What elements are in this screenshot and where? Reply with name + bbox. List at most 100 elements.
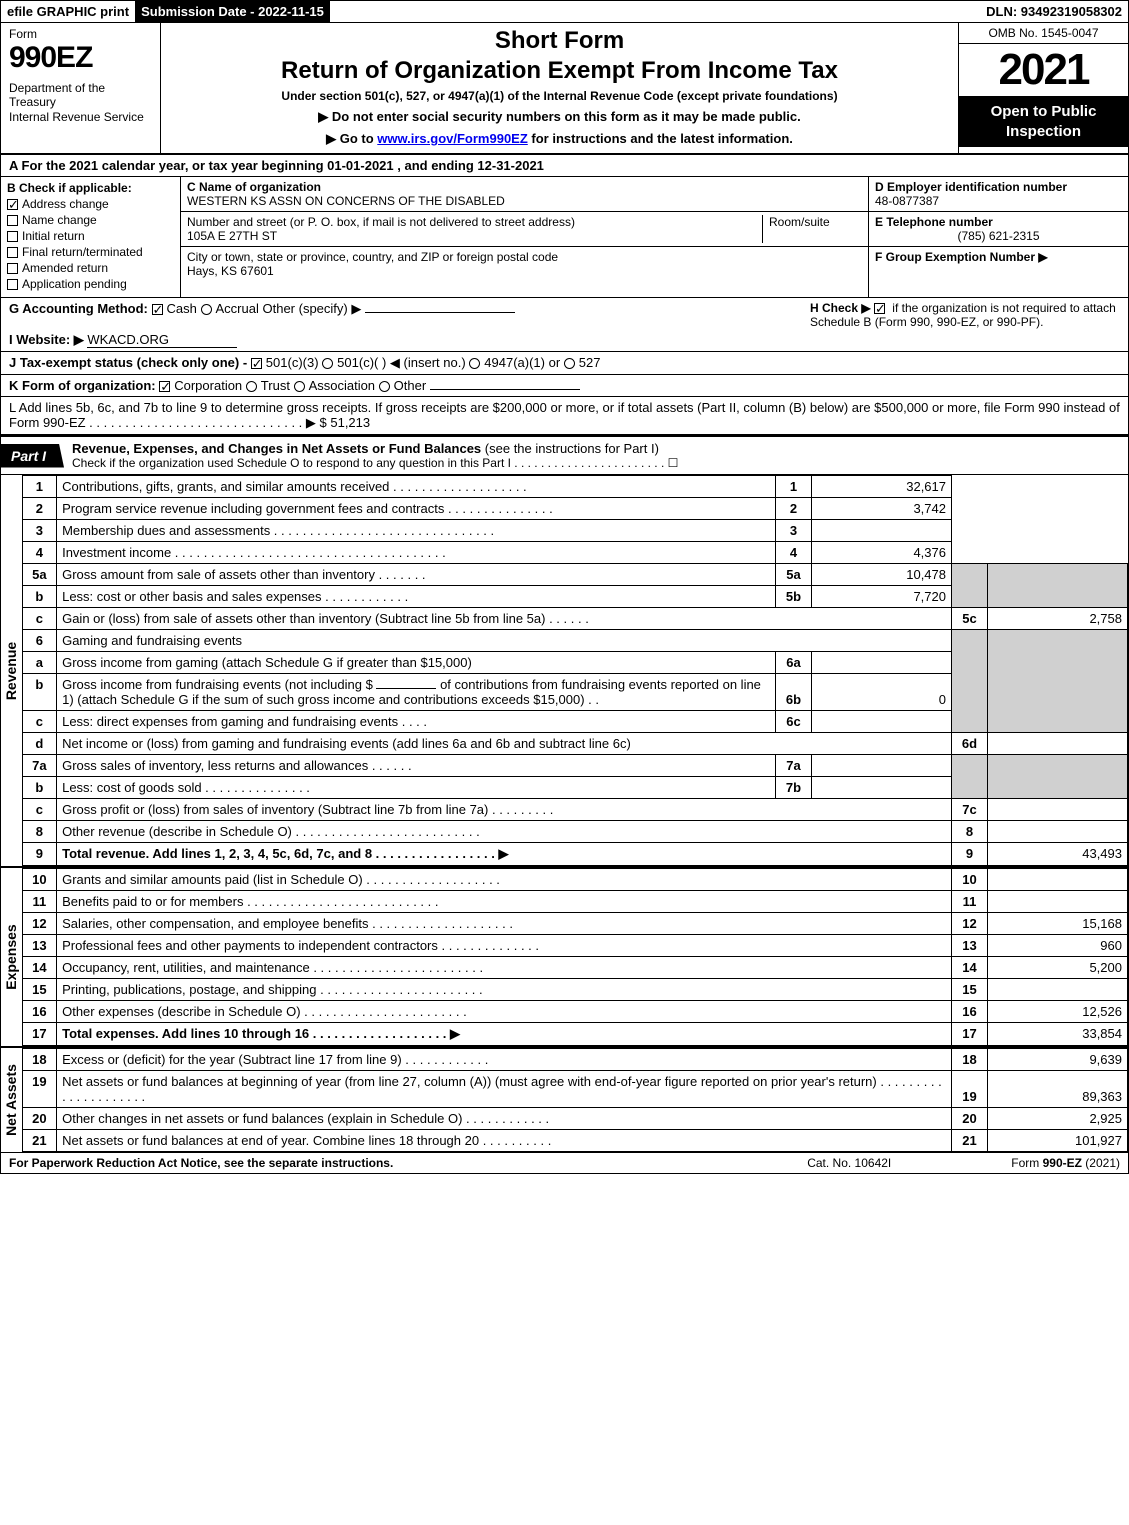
section-g: G Accounting Method: Cash Accrual Other … [9,301,800,348]
header-right: OMB No. 1545-0047 2021 Open to Public In… [958,23,1128,153]
checkbox-icon [7,215,18,226]
net-vlabel: Net Assets [1,1048,23,1152]
section-d: D Employer identification number48-08773… [868,177,1128,297]
chk-527[interactable] [564,358,575,369]
line-5a: 5aGross amount from sale of assets other… [23,564,1128,586]
line-1: 1Contributions, gifts, grants, and simil… [23,476,1128,498]
chk-address-change[interactable]: Address change [7,197,174,211]
line-8: 8Other revenue (describe in Schedule O) … [23,821,1128,843]
line-9: 9Total revenue. Add lines 1, 2, 3, 4, 5c… [23,843,1128,866]
form-number: 990EZ [9,41,152,75]
line-10: 10Grants and similar amounts paid (list … [23,869,1128,891]
checkbox-icon [7,263,18,274]
street-cell: Number and street (or P. O. box, if mail… [181,212,868,247]
line-2: 2Program service revenue including gover… [23,498,1128,520]
line-13: 13Professional fees and other payments t… [23,935,1128,957]
chk-corp[interactable] [159,381,170,392]
dept-label: Department of the Treasury Internal Reve… [9,81,152,124]
revenue-section: Revenue 1Contributions, gifts, grants, a… [1,475,1128,866]
chk-other-org[interactable] [379,381,390,392]
line-5c: cGain or (loss) from sale of assets othe… [23,608,1128,630]
city: Hays, KS 67601 [187,264,274,278]
section-a: A For the 2021 calendar year, or tax yea… [1,155,1128,177]
telephone: (785) 621-2315 [875,229,1122,243]
line-21: 21Net assets or fund balances at end of … [23,1130,1128,1152]
street: 105A E 27TH ST [187,229,277,243]
expenses-section: Expenses 10Grants and similar amounts pa… [1,866,1128,1046]
chk-amended-return[interactable]: Amended return [7,261,174,275]
open-inspection: Open to Public Inspection [959,96,1128,147]
chk-501c[interactable] [322,358,333,369]
section-a-text: A For the 2021 calendar year, or tax yea… [9,158,544,173]
line-16: 16Other expenses (describe in Schedule O… [23,1001,1128,1023]
chk-schedule-b[interactable] [874,303,885,314]
submission-date: Submission Date - 2022-11-15 [135,1,330,22]
section-j: J Tax-exempt status (check only one) - 5… [1,352,1128,375]
chk-4947[interactable] [469,358,480,369]
irs-link[interactable]: www.irs.gov/Form990EZ [377,131,528,146]
section-b-hdr: B Check if applicable: [7,181,132,195]
gross-receipts: 51,213 [330,415,370,430]
line-4: 4Investment income . . . . . . . . . . .… [23,542,1128,564]
tel-cell: E Telephone number(785) 621-2315 [869,212,1128,247]
room-suite: Room/suite [762,215,862,243]
section-l: L Add lines 5b, 6c, and 7b to line 9 to … [1,397,1128,435]
revenue-vlabel: Revenue [1,475,23,866]
omb-number: OMB No. 1545-0047 [959,23,1128,44]
line-12: 12Salaries, other compensation, and empl… [23,913,1128,935]
city-cell: City or town, state or province, country… [181,247,868,281]
org-name: WESTERN KS ASSN ON CONCERNS OF THE DISAB… [187,194,505,208]
line-6d: dNet income or (loss) from gaming and fu… [23,733,1128,755]
chk-initial-return[interactable]: Initial return [7,229,174,243]
line-11: 11Benefits paid to or for members . . . … [23,891,1128,913]
chk-501c3[interactable] [251,358,262,369]
row-gh: G Accounting Method: Cash Accrual Other … [1,298,1128,352]
schedule-o-checkbox[interactable]: ☐ [668,456,679,470]
line-19: 19Net assets or fund balances at beginni… [23,1071,1128,1108]
footer-center: Cat. No. 10642I [807,1156,891,1170]
checkbox-icon [7,231,18,242]
short-form-title: Short Form [169,27,950,55]
ein: 48-0877387 [875,194,939,208]
instr-link: ▶ Go to www.irs.gov/Form990EZ for instru… [169,131,950,147]
revenue-table: 1Contributions, gifts, grants, and simil… [23,475,1128,866]
chk-application-pending[interactable]: Application pending [7,277,174,291]
chk-trust[interactable] [246,381,257,392]
part1-header: Part I Revenue, Expenses, and Changes in… [1,435,1128,475]
other-specify-input[interactable] [365,312,515,313]
form-word: Form [9,27,152,41]
instr-post: for instructions and the latest informat… [528,131,793,146]
chk-cash[interactable] [152,304,163,315]
ein-cell: D Employer identification number48-08773… [869,177,1128,212]
checkbox-icon [7,199,18,210]
part1-title: Revenue, Expenses, and Changes in Net As… [64,437,1128,474]
other-org-input[interactable] [430,389,580,390]
section-b: B Check if applicable: Address change Na… [1,177,181,297]
checkbox-icon [7,247,18,258]
line-7a: 7aGross sales of inventory, less returns… [23,755,1128,777]
info-grid: B Check if applicable: Address change Na… [1,177,1128,298]
header-left: Form 990EZ Department of the Treasury In… [1,23,161,153]
expenses-vlabel: Expenses [1,868,23,1046]
under-section: Under section 501(c), 527, or 4947(a)(1)… [169,89,950,103]
contrib-input[interactable] [376,688,436,689]
line-17: 17Total expenses. Add lines 10 through 1… [23,1023,1128,1046]
dln: DLN: 93492319058302 [980,1,1128,22]
line-3: 3Membership dues and assessments . . . .… [23,520,1128,542]
chk-final-return[interactable]: Final return/terminated [7,245,174,259]
instr-ssn: ▶ Do not enter social security numbers o… [169,109,950,125]
topbar: efile GRAPHIC print Submission Date - 20… [1,1,1128,23]
website[interactable]: WKACD.ORG [87,332,237,348]
line-15: 15Printing, publications, postage, and s… [23,979,1128,1001]
instr-pre: ▶ Go to [326,131,377,146]
org-name-cell: C Name of organizationWESTERN KS ASSN ON… [181,177,868,212]
section-c: C Name of organizationWESTERN KS ASSN ON… [181,177,868,297]
section-h: H Check ▶ if the organization is not req… [800,301,1120,348]
efile-label[interactable]: efile GRAPHIC print [1,1,135,22]
chk-accrual[interactable] [201,304,212,315]
form-container: efile GRAPHIC print Submission Date - 20… [0,0,1129,1174]
chk-assoc[interactable] [294,381,305,392]
chk-name-change[interactable]: Name change [7,213,174,227]
form-header: Form 990EZ Department of the Treasury In… [1,23,1128,155]
meta-rows: G Accounting Method: Cash Accrual Other … [1,298,1128,435]
